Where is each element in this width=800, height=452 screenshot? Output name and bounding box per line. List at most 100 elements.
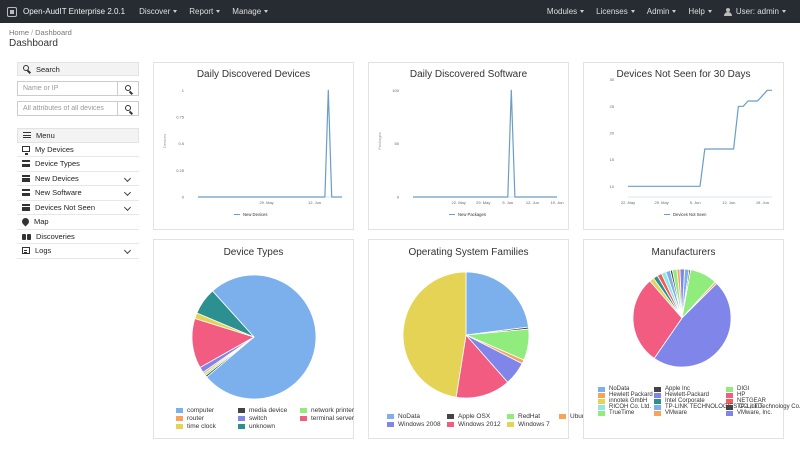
y-tick-label: 50	[395, 141, 400, 146]
pie-slice-unknown[interactable]	[196, 290, 255, 338]
legend-item-innotek-gmbh[interactable]: innotek GmbH	[598, 398, 647, 404]
legend-item-unknown[interactable]: unknown	[238, 423, 292, 430]
y-tick-label: 0.75	[176, 115, 185, 120]
series-line	[198, 89, 342, 198]
sidebar-item-map[interactable]: Map	[17, 215, 139, 230]
nav-admin[interactable]: Admin	[641, 0, 683, 23]
sidebar-item-my-devices[interactable]: My Devices	[17, 143, 139, 157]
legend-swatch	[726, 404, 733, 410]
y-tick-label: 20	[610, 131, 615, 136]
legend-item-tp-link-technologies-co-ltd[interactable]: TP-LINK TECHNOLOGIES CO.,LTD.	[654, 404, 764, 410]
attributes-search-input[interactable]	[17, 101, 117, 116]
brand[interactable]: Open-AudIT Enterprise 2.0.1	[0, 6, 133, 17]
sidebar-item-discoveries[interactable]: Discoveries	[17, 230, 139, 244]
pie-slice-hewlett-packard[interactable]	[653, 282, 732, 368]
legend-item-apple-osx[interactable]: Apple OSX	[447, 413, 499, 420]
legend-swatch	[598, 410, 605, 416]
chevron-down-icon[interactable]	[123, 188, 132, 197]
chevron-down-icon[interactable]	[123, 246, 132, 255]
sidebar-item-device-types[interactable]: Device Types	[17, 157, 139, 172]
legend-item-switch[interactable]: switch	[238, 415, 292, 422]
devices-not-seen-panel: Devices Not Seen for 30 Days 10 15 20 25 30 2…	[583, 62, 784, 230]
chevron-down-icon[interactable]	[123, 174, 132, 182]
legend-label: NoData	[609, 386, 630, 392]
legend-item-windows-2012[interactable]: Windows 2012	[447, 421, 501, 428]
y-tick-label: 0	[397, 195, 400, 200]
nav-licenses[interactable]: Licenses	[590, 0, 641, 23]
legend-item-redhat[interactable]: RedHat	[507, 413, 551, 420]
sidebar-item-new-devices[interactable]: New Devices	[17, 172, 139, 186]
legend-label: DIGI	[737, 386, 750, 392]
legend-swatch	[654, 404, 661, 410]
legend-item-time-clock[interactable]: time clock	[176, 423, 230, 430]
breadcrumb: Home / Dashboard	[9, 28, 72, 37]
y-axis-label: Packages	[377, 132, 382, 150]
x-tick-label: 12. Jun	[308, 200, 321, 205]
pie-slice-windows-2012[interactable]	[455, 334, 509, 399]
legend-label: switch	[249, 415, 268, 422]
nav-help[interactable]: Help	[682, 0, 717, 23]
nav-user[interactable]: User: admin	[718, 0, 792, 23]
caret-down-icon	[782, 10, 786, 13]
legend-item-vmware-inc[interactable]: VMware, Inc.	[726, 410, 794, 416]
legend-item-hewlett-packard[interactable]: Hewlett-Packard	[654, 392, 718, 398]
page-title: Dashboard	[9, 38, 58, 49]
legend-item-ubuntu[interactable]: Ubuntu	[559, 413, 603, 420]
legend-label: NoData	[398, 413, 421, 420]
caret-down-icon	[707, 10, 712, 13]
chart-title: Manufacturers	[651, 247, 716, 258]
caret-down-icon	[672, 10, 677, 13]
legend-swatch	[387, 422, 394, 427]
x-tick-label: 12. Jun	[722, 200, 735, 205]
legend-label[interactable]: Devices Not Seen	[673, 212, 707, 217]
legend-item-digi[interactable]: DIGI	[726, 386, 794, 392]
legend-label[interactable]: New Devices	[243, 212, 267, 217]
legend-item-ricoh-co-ltd[interactable]: RICOH Co. Ltd.	[598, 404, 651, 410]
legend-item-apple-inc[interactable]: Apple Inc	[654, 386, 718, 392]
legend-swatch	[654, 398, 661, 404]
nav-discover[interactable]: Discover	[133, 0, 183, 23]
nav-manage[interactable]: Manage	[226, 0, 274, 23]
attributes-search-button[interactable]	[117, 101, 139, 116]
legend-item-terminal-server[interactable]: terminal server	[300, 415, 364, 422]
legend-item-media-device[interactable]: media device	[238, 407, 292, 414]
legend-item-nodata[interactable]: NoData	[598, 386, 646, 392]
legend-item-vmware[interactable]: VMware	[654, 410, 718, 416]
pie-slice-hp[interactable]	[632, 280, 683, 359]
logo-icon	[7, 6, 17, 17]
sidebar-item-logs[interactable]: Logs	[17, 244, 139, 259]
legend-swatch	[726, 386, 733, 392]
nav-report[interactable]: Report	[183, 0, 226, 23]
server-icon	[22, 189, 30, 197]
legend-item-router[interactable]: router	[176, 415, 230, 422]
pie-slice-vmware-inc[interactable]	[679, 268, 685, 319]
pie-slice-nodata[interactable]	[465, 271, 529, 336]
legend-item-truetime[interactable]: TrueTime	[598, 410, 646, 416]
pie-slice-computer[interactable]	[206, 274, 317, 400]
legend-label: Windows 2008	[398, 421, 441, 428]
legend-item-network-printer[interactable]: network printer	[300, 407, 364, 414]
legend-item-nodata[interactable]: NoData	[387, 413, 439, 420]
sidebar-item-devices-not-seen[interactable]: Devices Not Seen	[17, 201, 139, 215]
legend-item-intel-corporate[interactable]: Intel Corporate	[654, 398, 718, 404]
legend-item-windows-2008[interactable]: Windows 2008	[387, 421, 441, 428]
breadcrumb-home[interactable]: Home	[9, 28, 30, 37]
name-search-button[interactable]	[117, 81, 139, 96]
legend-item-hp[interactable]: HP	[726, 392, 794, 398]
legend-swatch	[598, 392, 605, 398]
list-icon	[22, 247, 30, 255]
pie-slice-windows-7[interactable]	[402, 271, 467, 398]
legend-label: TrueTime	[609, 410, 635, 416]
legend-item-tp-link-technology-co-ltd[interactable]: TP-Link Technology Co.,Ltd	[726, 404, 800, 410]
legend-item-computer[interactable]: computer	[176, 407, 230, 414]
sidebar-item-new-software[interactable]: New Software	[17, 186, 139, 201]
legend-item-netgear[interactable]: NETGEAR	[726, 398, 794, 404]
devices-not-seen-chart: 10 15 20 25 30 22. May 29. May 5. Jun 12. Jun 19.…	[610, 77, 772, 217]
nav-modules[interactable]: Modules	[541, 0, 590, 23]
x-tick-label: 5. Jun	[502, 200, 513, 205]
chevron-down-icon[interactable]	[123, 203, 132, 211]
name-ip-search-input[interactable]	[17, 81, 117, 96]
legend-item-windows-7[interactable]: Windows 7	[507, 421, 551, 428]
legend-item-hewlett-packard[interactable]: Hewlett Packard	[598, 392, 653, 398]
legend-label[interactable]: New Packages	[458, 212, 486, 217]
